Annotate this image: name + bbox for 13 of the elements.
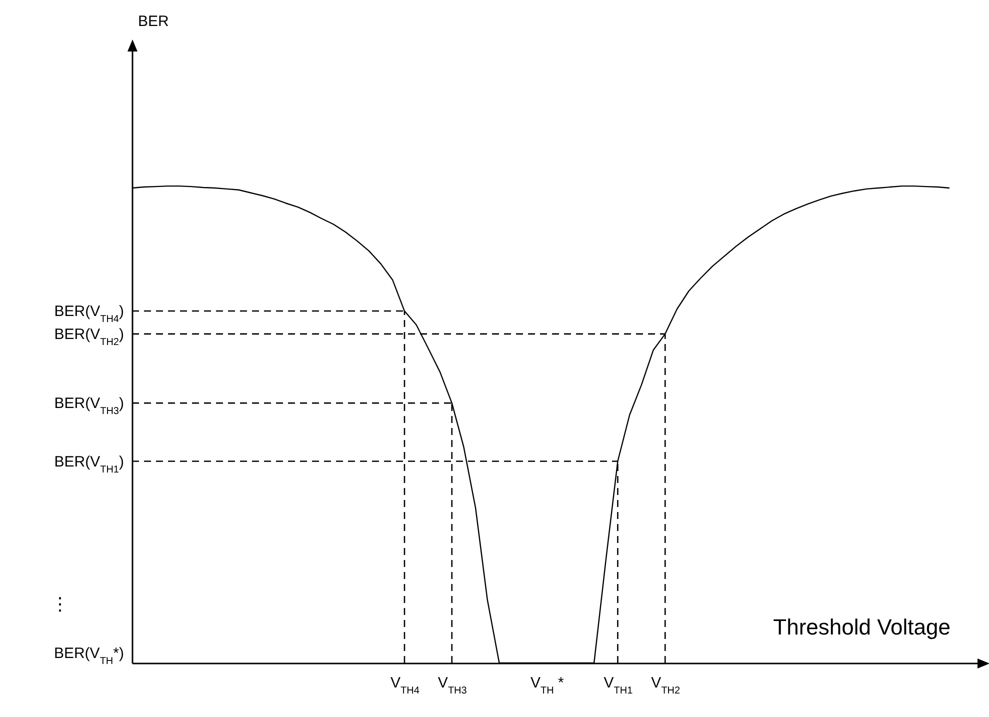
- x-axis-title: Threshold Voltage: [773, 614, 950, 640]
- x-tick-label: V$_{TH3}$: [438, 674, 468, 696]
- x-tick-label: V$_{TH2}$: [651, 674, 681, 696]
- text: ⋮: [51, 594, 69, 614]
- x-tick-label: V$_{TH4}$: [390, 674, 420, 696]
- ref-line-label: BER(V$_{TH4}$): [54, 303, 124, 325]
- ref-line-label: BER(V$_{TH1}$): [54, 453, 124, 475]
- text: BER(V$_{TH}$*): [54, 645, 124, 666]
- text: BER: [138, 13, 170, 30]
- ref-line-label: BER(V$_{TH3}$): [54, 395, 124, 417]
- ref-line-label: BER(V$_{TH2}$): [54, 326, 124, 348]
- x-tick-label: V$_{TH}$ *: [530, 674, 564, 696]
- x-tick-label: V$_{TH1}$: [604, 674, 634, 696]
